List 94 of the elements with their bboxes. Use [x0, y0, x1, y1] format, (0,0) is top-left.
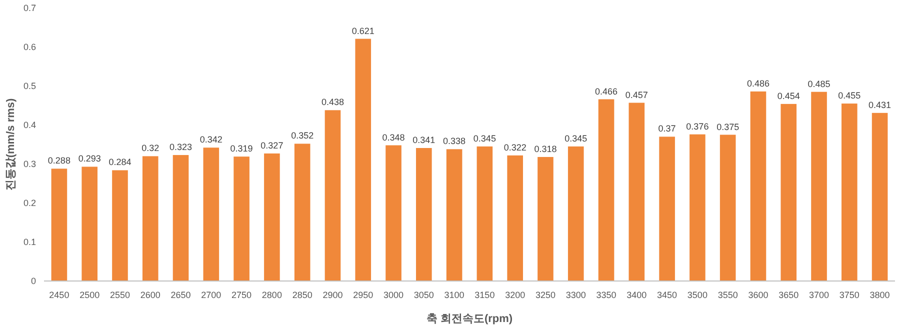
data-label: 0.457 — [625, 90, 648, 100]
x-tick-label: 3300 — [566, 290, 586, 300]
bar — [659, 136, 675, 281]
bar — [628, 102, 645, 281]
x-tick-label: 3200 — [505, 290, 526, 300]
y-tick-label: 0.3 — [23, 159, 36, 169]
data-label: 0.338 — [443, 136, 466, 146]
data-label: 0.376 — [686, 121, 709, 132]
data-label: 0.318 — [534, 144, 557, 154]
bar — [324, 110, 341, 281]
bar — [842, 104, 858, 281]
x-tick-label: 2800 — [262, 290, 282, 300]
y-tick-label: 0.5 — [23, 81, 36, 91]
bar — [203, 148, 220, 281]
x-tick-label: 2500 — [80, 290, 100, 300]
x-tick-label: 3050 — [414, 290, 434, 300]
data-label: 0.37 — [658, 124, 676, 134]
y-axis-title: 진동값(mm/s rms) — [5, 98, 17, 191]
bar — [172, 155, 189, 281]
bar — [598, 99, 614, 281]
x-tick-label: 3700 — [809, 290, 830, 300]
x-tick-label: 3350 — [596, 290, 616, 300]
bar — [446, 149, 462, 281]
bar — [234, 156, 250, 281]
x-tick-label: 3250 — [535, 290, 556, 300]
x-tick-label: 3500 — [687, 290, 708, 300]
data-label: 0.621 — [352, 26, 374, 36]
x-tick-label: 3100 — [444, 290, 464, 300]
bar — [476, 146, 493, 281]
data-label: 0.438 — [321, 97, 344, 108]
data-label: 0.352 — [291, 130, 314, 141]
y-tick-label: 0.7 — [23, 3, 36, 13]
x-tick-label: 3400 — [626, 290, 647, 300]
x-tick-label: 3600 — [748, 290, 768, 300]
data-label: 0.327 — [260, 140, 284, 150]
x-tick-label: 3800 — [870, 290, 890, 300]
data-label: 0.455 — [838, 90, 861, 101]
bar — [264, 153, 280, 281]
x-tick-label: 2700 — [201, 290, 222, 300]
y-tick-label: 0.1 — [23, 237, 36, 247]
x-tick-label: 2450 — [49, 290, 70, 300]
x-tick-label: 2900 — [322, 290, 343, 300]
data-label: 0.486 — [746, 78, 770, 88]
data-label: 0.345 — [473, 133, 496, 144]
data-label: 0.322 — [504, 142, 526, 152]
data-label: 0.375 — [716, 122, 740, 132]
data-label: 0.485 — [808, 78, 830, 89]
x-tick-label: 3650 — [778, 290, 799, 300]
data-label: 0.342 — [200, 134, 222, 145]
y-tick-label: 0.4 — [23, 120, 36, 130]
bar — [142, 156, 158, 281]
bar — [51, 168, 68, 281]
bar — [750, 91, 766, 281]
data-label: 0.348 — [382, 132, 405, 142]
bar — [780, 104, 797, 281]
data-label: 0.454 — [777, 90, 800, 101]
x-tick-label: 2750 — [232, 290, 252, 300]
bar — [690, 134, 706, 281]
data-label: 0.288 — [48, 156, 70, 166]
x-tick-label: 3750 — [839, 290, 860, 300]
bar — [872, 112, 888, 281]
bar — [811, 92, 827, 281]
data-label: 0.323 — [170, 142, 192, 152]
x-tick-label: 3450 — [657, 290, 678, 300]
bar — [386, 145, 402, 281]
bar — [82, 166, 98, 281]
bar — [416, 148, 432, 281]
x-tick-label: 2600 — [140, 290, 160, 300]
data-label: 0.341 — [412, 135, 436, 146]
x-tick-label: 3550 — [718, 290, 738, 300]
x-tick-label: 3000 — [384, 290, 404, 300]
data-label: 0.284 — [108, 157, 132, 168]
x-tick-label: 2650 — [170, 290, 191, 300]
bar — [112, 170, 128, 281]
x-tick-label: 2950 — [353, 290, 374, 300]
y-tick-label: 0.2 — [23, 198, 36, 208]
data-label: 0.293 — [78, 154, 101, 164]
x-tick-label: 3150 — [474, 290, 495, 300]
bar — [720, 134, 736, 281]
x-tick-label: 2850 — [292, 290, 312, 300]
data-label: 0.32 — [142, 143, 160, 154]
bar — [538, 156, 554, 281]
y-tick-label: 0 — [30, 276, 36, 286]
y-tick-label: 0.6 — [23, 42, 36, 52]
x-axis-title: 축 회전속도(rpm) — [426, 313, 513, 325]
bar — [294, 144, 310, 281]
data-label: 0.431 — [868, 100, 892, 110]
data-label: 0.319 — [230, 144, 253, 154]
bar — [355, 38, 372, 281]
data-label: 0.345 — [564, 133, 588, 144]
bar — [568, 146, 584, 281]
x-tick-label: 2550 — [110, 290, 130, 300]
data-label: 0.466 — [595, 86, 618, 96]
bar — [507, 155, 523, 281]
